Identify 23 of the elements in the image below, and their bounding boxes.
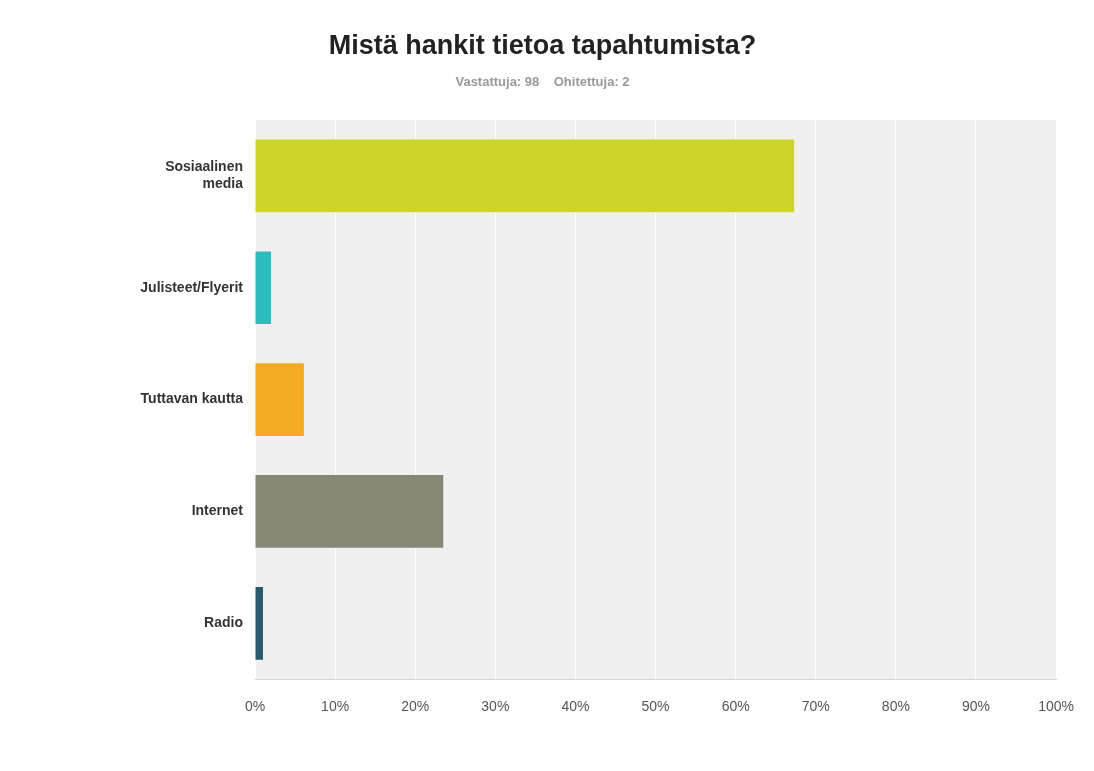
x-tick-label: 90% bbox=[961, 698, 990, 715]
x-tick-label: 70% bbox=[801, 698, 830, 715]
bar bbox=[255, 139, 795, 213]
x-tick-label: 50% bbox=[641, 698, 670, 715]
y-tick-label: Sosiaalinen media bbox=[165, 158, 244, 192]
y-tick-label: Tuttavan kautta bbox=[140, 390, 244, 407]
y-tick-label: Internet bbox=[191, 502, 244, 519]
bar bbox=[255, 475, 444, 548]
bar bbox=[255, 586, 264, 660]
x-tick-label: 30% bbox=[481, 698, 510, 715]
x-tick-label: 100% bbox=[1038, 698, 1074, 715]
x-tick-label: 10% bbox=[321, 698, 350, 715]
y-tick-label: Julisteet/Flyerit bbox=[140, 278, 244, 295]
chart-title: Mistä hankit tietoa tapahtumista? bbox=[328, 29, 757, 60]
bar bbox=[255, 251, 272, 325]
x-tick-label: 0% bbox=[244, 698, 266, 715]
chart-subtitle: Vastattuja: 98 Ohitettuja: 2 bbox=[455, 73, 630, 89]
x-tick-label: 80% bbox=[881, 698, 910, 715]
x-tick-label: 40% bbox=[561, 698, 590, 715]
y-tick-label: Radio bbox=[204, 614, 243, 631]
x-tick-label: 20% bbox=[401, 698, 430, 715]
bar bbox=[255, 363, 304, 436]
x-tick-label: 60% bbox=[721, 698, 750, 715]
